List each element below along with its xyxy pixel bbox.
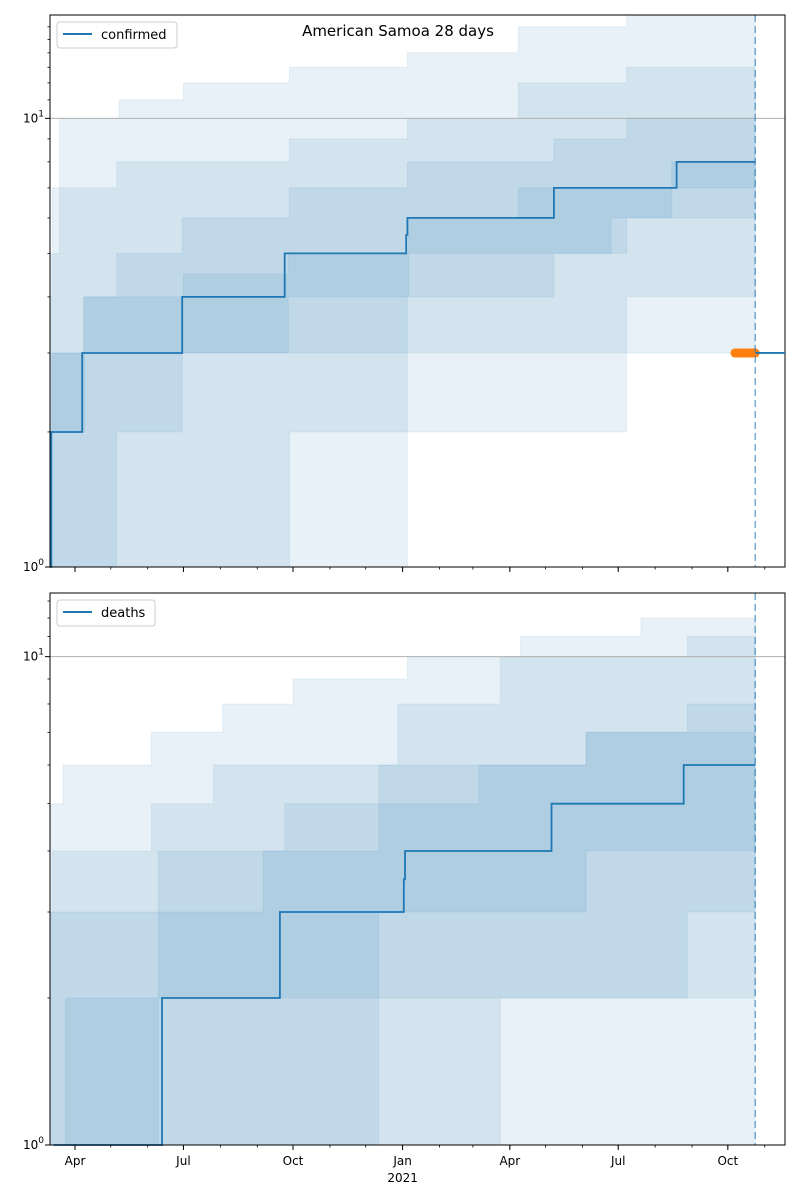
deaths-uncertainty-bands <box>49 593 756 1146</box>
figure-title: American Samoa 28 days <box>302 22 494 40</box>
deaths-y-ticks: 100 101 <box>23 600 50 1152</box>
x-tick-label: Apr <box>499 1154 520 1168</box>
confirmed-legend: confirmed <box>56 21 178 49</box>
x-tick-label: Oct <box>717 1154 738 1168</box>
deaths-axes-frame <box>49 592 786 1146</box>
deaths-x-ticks: Apr Jul Oct Jan 2021 Apr Jul Oct <box>65 1145 766 1185</box>
confirmed-uncertainty-bands <box>49 14 756 568</box>
x-tick-label: Jul <box>610 1154 625 1168</box>
x-tick-label: Jan <box>392 1154 412 1168</box>
x-tick-label: Oct <box>283 1154 304 1168</box>
confirmed-series-line <box>50 161 756 568</box>
x-tick-label: Jul <box>175 1154 190 1168</box>
deaths-series-line <box>53 764 756 1146</box>
deaths-legend-box <box>56 599 156 627</box>
confirmed-plot-area <box>50 15 785 567</box>
confirmed-axes-frame <box>49 14 786 568</box>
y-tick-label: 101 <box>23 109 44 125</box>
deaths-plot-area <box>50 593 785 1145</box>
deaths-legend: deaths <box>56 599 156 627</box>
uncertainty-band-2 <box>49 99 756 568</box>
confirmed-y-ticks: 100 101 <box>23 26 50 574</box>
confirmed-x-ticks <box>74 567 766 572</box>
confirmed-panel: 100 101 confirmed American Samoa 28 days <box>23 14 786 574</box>
x-tick-label: Apr <box>65 1154 86 1168</box>
x-tick-year-label: 2021 <box>387 1171 418 1185</box>
deaths-legend-label: deaths <box>101 606 146 621</box>
deaths-panel: Apr Jul Oct Jan 2021 Apr Jul Oct 100 101 deaths <box>23 592 786 1185</box>
confirmed-legend-box <box>56 21 178 49</box>
y-tick-label: 101 <box>23 648 44 664</box>
y-tick-label: 100 <box>23 558 44 574</box>
y-tick-label: 100 <box>23 1136 44 1152</box>
confirmed-legend-label: confirmed <box>101 28 167 43</box>
